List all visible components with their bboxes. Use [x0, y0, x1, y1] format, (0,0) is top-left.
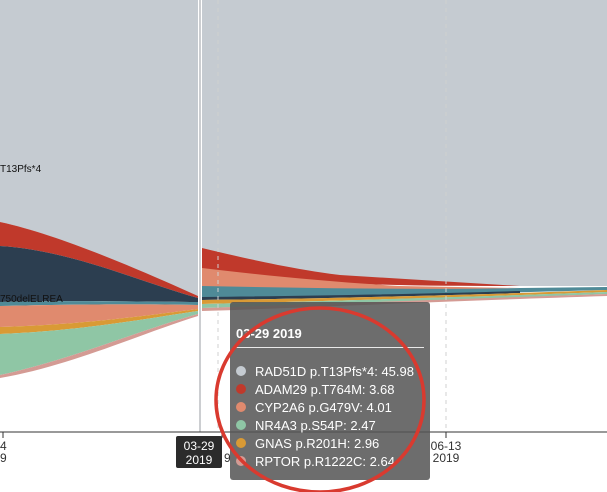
stream-nr4a3-left[interactable]: [0, 311, 198, 375]
x-tick-label: 4: [0, 439, 7, 453]
stream-rad51d-right[interactable]: [202, 0, 607, 286]
hover-date-flag: 03-29 2019: [176, 436, 222, 468]
stream-dark-left[interactable]: [0, 246, 198, 302]
tooltip-row-label: NR4A3 p.S54P: 2.47: [255, 417, 376, 433]
tooltip-row: RAD51D p.T13Pfs*4: 45.98: [236, 362, 424, 380]
legend-dot-icon: [236, 420, 246, 430]
tooltip-row-label: RPTOR p.R1222C: 2.64: [255, 453, 395, 469]
tooltip-row-label: CYP2A6 p.G479V: 4.01: [255, 399, 392, 415]
tooltip-row: GNAS p.R201H: 2.96: [236, 434, 424, 452]
hover-date-line2: 2019: [185, 453, 213, 467]
right-stream-group: [202, 0, 607, 311]
tooltip-title: 03-29 2019: [236, 326, 424, 348]
tooltip-row: CYP2A6 p.G479V: 4.01: [236, 398, 424, 416]
x-tick-label: 06-13: [431, 439, 462, 453]
stream-adam29-left[interactable]: [0, 222, 198, 298]
stream-gnas-left[interactable]: [0, 309, 198, 334]
stream-teal-left[interactable]: [0, 301, 198, 306]
tooltip-row: NR4A3 p.S54P: 2.47: [236, 416, 424, 434]
stream-rad51d-left[interactable]: [0, 0, 198, 296]
stream-teal-right[interactable]: [202, 286, 607, 298]
tooltip-row: RPTOR p.R1222C: 2.64: [236, 452, 424, 470]
stream-cyp2a6-right[interactable]: [202, 268, 520, 291]
tooltip-row-label: ADAM29 p.T764M: 3.68: [255, 381, 395, 397]
tooltip-row: ADAM29 p.T764M: 3.68: [236, 380, 424, 398]
tooltip-row-label: RAD51D p.T13Pfs*4: 45.98: [255, 363, 414, 379]
stream-cyp2a6-left[interactable]: [0, 304, 198, 327]
x-tick-label: 9: [0, 451, 7, 465]
legend-dot-icon: [236, 456, 246, 466]
stream-dark-right[interactable]: [202, 291, 520, 300]
stream-label-rad51d: T13Pfs*4: [0, 164, 42, 175]
legend-dot-icon: [236, 384, 246, 394]
legend-dot-icon: [236, 366, 246, 376]
stream-label-overlap: 750delELREA: [0, 294, 63, 305]
stream-rptor-left[interactable]: [0, 314, 198, 378]
tooltip-row-label: GNAS p.R201H: 2.96: [255, 435, 380, 451]
legend-dot-icon: [236, 402, 246, 412]
hover-date-line1: 03-29: [183, 439, 215, 453]
left-stream-group: [0, 0, 198, 378]
legend-dot-icon: [236, 438, 246, 448]
x-tick-label: 2019: [433, 451, 460, 465]
stream-gnas-right[interactable]: [202, 290, 607, 304]
tooltip: 03-29 2019 RAD51D p.T13Pfs*4: 45.98 ADAM…: [230, 302, 430, 480]
stream-adam29-right[interactable]: [202, 248, 520, 286]
